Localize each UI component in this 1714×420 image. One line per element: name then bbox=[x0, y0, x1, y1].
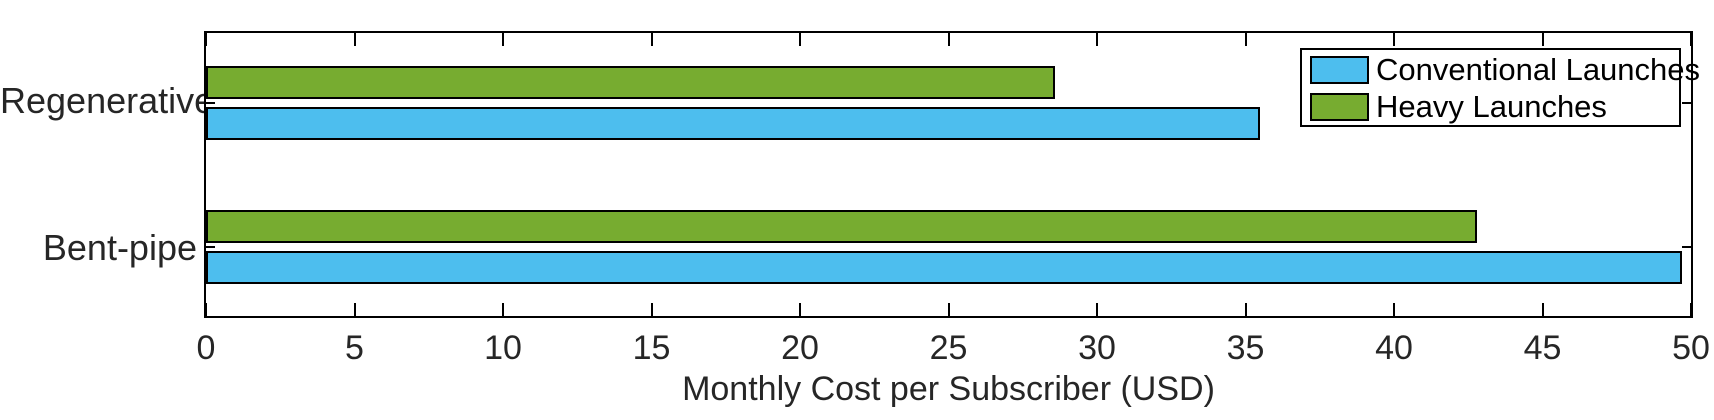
legend-swatch-conventional-launches bbox=[1310, 56, 1369, 84]
x-tick-mark bbox=[205, 33, 207, 46]
x-tick-mark bbox=[947, 303, 950, 316]
x-axis-tick-labels: 0 5 10 15 20 25 30 35 40 45 50 bbox=[197, 329, 1710, 369]
x-tick-mark bbox=[1096, 303, 1098, 316]
x-tick-label-50: 50 bbox=[1672, 329, 1710, 367]
x-tick-label-0: 0 bbox=[196, 329, 216, 367]
category-label-regenerative: Regenerative bbox=[0, 80, 215, 121]
x-tick-mark bbox=[1393, 303, 1395, 316]
legend-label-conventional-launches: Conventional Launches bbox=[1376, 52, 1701, 87]
legend-entry-conventional-launches: Conventional Launches bbox=[1302, 51, 1700, 88]
x-tick-mark bbox=[650, 303, 653, 316]
x-tick-label-25: 25 bbox=[929, 329, 968, 367]
legend-swatch-heavy-launches bbox=[1310, 93, 1369, 121]
x-tick-label-40: 40 bbox=[1375, 329, 1413, 367]
category-label-bent-pipe: Bent-pipe bbox=[42, 227, 197, 268]
x-tick-mark bbox=[799, 33, 801, 46]
x-tick-mark bbox=[502, 33, 504, 46]
x-tick-label-10: 10 bbox=[484, 329, 522, 367]
x-tick-mark bbox=[353, 303, 356, 316]
bar-regenerative-conventional-launches bbox=[206, 107, 1260, 140]
x-tick-mark bbox=[1541, 33, 1544, 46]
y-tick-mark-regenerative bbox=[206, 102, 215, 104]
bar-bent-pipe-heavy-launches bbox=[206, 210, 1477, 243]
x-tick-mark bbox=[353, 33, 356, 46]
x-tick-mark bbox=[1244, 303, 1247, 316]
legend-label-heavy-launches: Heavy Launches bbox=[1376, 89, 1607, 124]
x-tick-label-15: 15 bbox=[632, 329, 671, 367]
legend-entry-heavy-launches: Heavy Launches bbox=[1302, 88, 1679, 125]
x-tick-mark bbox=[1690, 303, 1692, 316]
y-tick-mark-regenerative bbox=[1682, 102, 1691, 104]
x-tick-mark bbox=[1393, 33, 1395, 46]
x-tick-label-30: 30 bbox=[1078, 329, 1116, 367]
x-tick-mark bbox=[502, 303, 504, 316]
x-tick-label-20: 20 bbox=[781, 329, 819, 367]
bar-bent-pipe-conventional-launches bbox=[206, 251, 1682, 284]
x-axis-title: Monthly Cost per Subscriber (USD) bbox=[682, 370, 1215, 408]
x-tick-mark bbox=[205, 303, 207, 316]
x-tick-mark bbox=[650, 33, 653, 46]
x-tick-mark bbox=[799, 303, 801, 316]
x-tick-label-45: 45 bbox=[1523, 329, 1562, 367]
x-tick-mark bbox=[1541, 303, 1544, 316]
x-tick-label-35: 35 bbox=[1226, 329, 1265, 367]
x-tick-mark bbox=[1690, 33, 1692, 46]
x-tick-mark bbox=[947, 33, 950, 46]
bar-regenerative-heavy-launches bbox=[206, 66, 1055, 99]
y-tick-mark-bent-pipe bbox=[1682, 246, 1691, 248]
x-tick-mark bbox=[1244, 33, 1247, 46]
x-tick-mark bbox=[1096, 33, 1098, 46]
legend: Conventional Launches Heavy Launches bbox=[1300, 48, 1700, 127]
y-tick-mark-bent-pipe bbox=[206, 246, 215, 248]
x-tick-label-5: 5 bbox=[345, 329, 364, 367]
